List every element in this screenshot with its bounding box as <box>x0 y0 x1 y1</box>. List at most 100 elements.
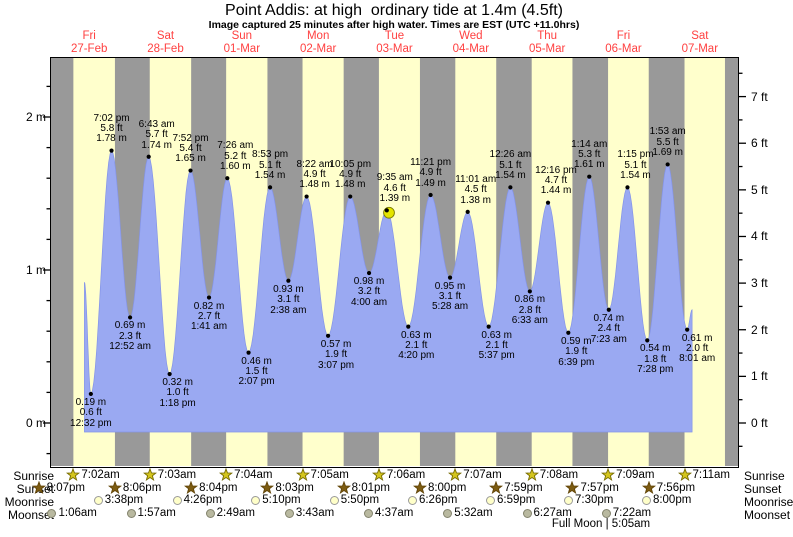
moonset-icon <box>443 508 453 518</box>
label-m: 1.74 m <box>141 139 172 151</box>
tide-extreme-dot <box>645 338 650 343</box>
moonset-icon <box>126 508 136 518</box>
astro-row-label-sunrise-right: Sunrise <box>744 468 785 483</box>
label-time: 1:18 pm <box>159 397 196 409</box>
label-ft: 4.5 ft <box>464 184 487 196</box>
tide-extreme-dot <box>348 194 353 199</box>
moonset-time: 5:32am <box>454 507 493 519</box>
moonset-entry: 3:43am <box>284 507 334 519</box>
sunrise-icon <box>371 468 387 482</box>
label-time: 12:16 pm <box>535 164 577 176</box>
tide-low-label: 0.54 m 1.8 ft 7:28 pm <box>637 343 673 375</box>
moonrise-entry: 5:50pm <box>329 494 380 506</box>
tide-high-label: 8:53 pm 5.1 ft 1.54 m <box>252 149 288 181</box>
label-m: 0.63 m <box>481 329 512 341</box>
label-time: 2:07 pm <box>238 376 275 388</box>
tide-low-label: 0.74 m 2.4 ft 7:23 am <box>590 313 627 345</box>
astro-row-label-moonset-right: Moonset <box>744 507 791 522</box>
tide-extreme-dot <box>206 295 212 300</box>
moonrise-icon <box>93 495 103 505</box>
extreme-dots <box>88 148 690 397</box>
sunset-time: 8:04pm <box>199 482 238 494</box>
astro-row-label-sunrise-left: Sunrise <box>13 468 54 483</box>
label-time: 7:23 am <box>590 333 627 345</box>
day-date: 02-Mar <box>299 42 337 55</box>
tide-low-label: 0.46 m 1.5 ft 2:07 pm <box>238 355 275 388</box>
sunrise-icon <box>601 468 616 482</box>
tide-extreme-dot <box>606 307 611 312</box>
moonset-icon <box>522 508 532 518</box>
label-ft: 2.1 ft <box>485 340 508 352</box>
sunset-time: 8:03pm <box>275 482 314 494</box>
label-ft: 4.9 ft <box>303 168 326 180</box>
tide-extreme-dot <box>167 371 172 377</box>
sunset-icon <box>641 481 657 495</box>
label-time: 12:52 am <box>109 341 151 353</box>
night-band <box>724 58 738 466</box>
moonrise-time: 6:59pm <box>497 494 536 506</box>
sunrise-entry: 7:05am <box>295 468 349 482</box>
sunrise-icon <box>142 468 158 482</box>
day-name: Sat <box>691 30 709 42</box>
sunset-icon <box>260 481 275 495</box>
sunset-time: 8:06pm <box>122 482 162 494</box>
night-band <box>51 58 74 466</box>
tide-high-label: 8:22 am 4.9 ft 1.48 m <box>297 159 333 191</box>
label-time: 1:15 pm <box>617 149 654 161</box>
tide-extreme-dot <box>625 185 630 190</box>
sunrise-icon <box>448 468 463 482</box>
tide-low-label: 0.93 m 3.1 ft 2:38 am <box>270 284 306 316</box>
label-m: 0.46 m <box>241 355 272 367</box>
label-ft: 4.6 ft <box>383 182 406 194</box>
label-time: 1:53 am <box>649 126 686 138</box>
day-name: Fri <box>82 30 96 42</box>
y-axis-label-m: 2 m <box>25 110 46 124</box>
label-time: 11:01 am <box>455 173 497 185</box>
sunrise-icon <box>524 468 540 482</box>
label-ft: 2.3 ft <box>118 330 142 342</box>
sunrise-icon <box>66 468 81 482</box>
label-time: 6:39 pm <box>558 356 595 368</box>
tide-extreme-dot <box>685 327 690 332</box>
day-date: 01-Mar <box>223 42 261 55</box>
sunset-entry: 8:04pm <box>184 481 238 495</box>
day-date: 03-Mar <box>376 42 413 55</box>
label-time: 7:52 pm <box>172 132 209 144</box>
sunrise-entry: 7:06am <box>371 468 425 482</box>
tide-extreme-dot <box>406 324 411 329</box>
moonset-time: 2:49am <box>216 507 255 519</box>
moonrise-time: 5:10pm <box>262 494 301 506</box>
day-header: Fri 06-Mar <box>605 30 641 55</box>
sunrise-time: 7:03am <box>157 469 197 481</box>
label-ft: 3.1 ft <box>438 291 462 303</box>
moonrise-entry: 4:26pm <box>172 494 222 506</box>
tide-low-label: 0.57 m 1.9 ft 3:07 pm <box>318 339 354 371</box>
y-axis-label-ft: 4 ft <box>751 229 768 244</box>
day-date: 06-Mar <box>605 42 642 55</box>
day-name: Mon <box>306 30 330 42</box>
moonset-icon <box>284 508 294 518</box>
label-time: 7:26 am <box>217 140 254 152</box>
tide-extreme-dot <box>665 162 670 167</box>
label-m: 0.95 m <box>434 280 466 292</box>
label-ft: 5.7 ft <box>145 129 168 141</box>
moonrise-time: 5:50pm <box>340 494 380 506</box>
moonset-time: 7:22am <box>612 507 652 519</box>
label-ft: 5.1 ft <box>258 159 282 171</box>
label-m: 0.54 m <box>639 343 671 355</box>
moonrise-entry: 5:10pm <box>251 494 301 506</box>
tide-extreme-dot <box>267 185 273 190</box>
sunset-icon <box>565 481 580 495</box>
sunset-entry: 8:01pm <box>336 481 390 495</box>
axis-ticks <box>43 72 746 455</box>
sunrise-entry: 7:03am <box>142 468 197 482</box>
moonset-entry: 2:49am <box>205 507 255 519</box>
label-time: 11:21 pm <box>410 157 452 169</box>
sunrise-entry: 7:02am <box>66 468 120 482</box>
label-ft: 1.9 ft <box>565 346 588 358</box>
moonset-time: 1:57am <box>137 507 176 519</box>
day-name: Sat <box>156 30 175 42</box>
label-m: 0.69 m <box>114 320 146 332</box>
astro-row-label-moonset-left: Moonset <box>7 507 54 522</box>
